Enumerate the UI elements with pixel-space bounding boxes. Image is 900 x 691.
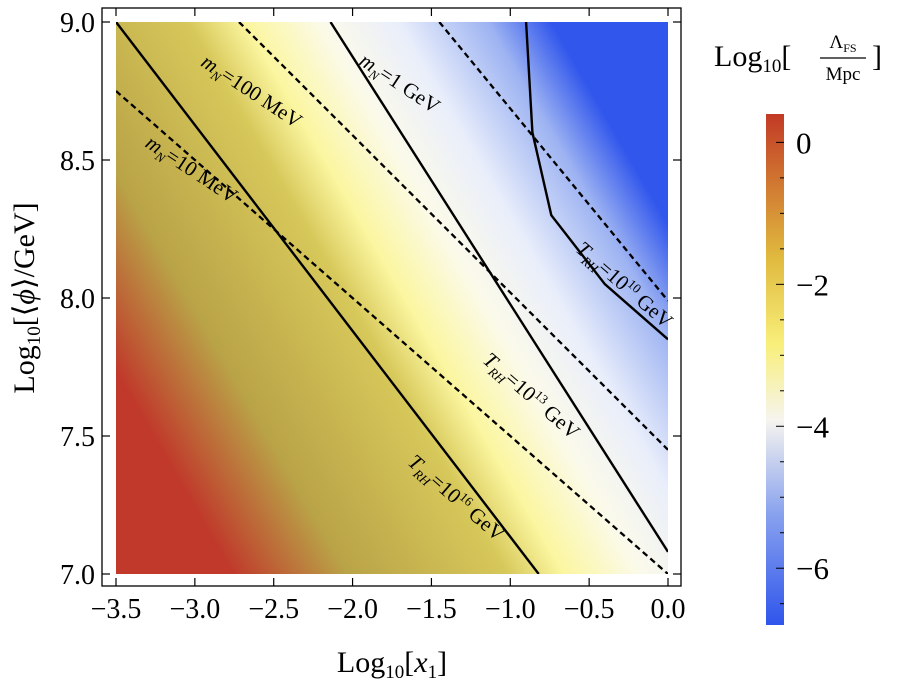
x-tick-label: −1.5 <box>406 594 457 625</box>
x-tick-label: −3.5 <box>91 594 142 625</box>
dashed-contour-1 <box>116 90 668 574</box>
colorbar-gradient <box>766 114 784 625</box>
y-tick-label: 8.0 <box>60 284 95 315</box>
dashed-contour-2 <box>238 22 668 451</box>
heatmap-field <box>116 22 668 574</box>
y-axis-label: Log10[⟨ϕ⟩/GeV] <box>8 202 45 393</box>
y-axis-ticks: 7.0 7.5 8.0 8.5 9.0 <box>60 8 681 591</box>
colorbar-title-numerator: ΛFS <box>829 32 856 55</box>
solid-contour-1 <box>116 22 540 574</box>
colorbar-tick-label: 0 <box>796 125 812 160</box>
colorbar-title-close: ] <box>872 40 882 73</box>
colorbar-tick-label: −2 <box>796 267 829 302</box>
x-axis-ticks: −3.5 −3.0 −2.5 −2.0 −1.5 −1.0 −0.5 0.0 <box>91 8 686 625</box>
x-axis-label: Log10[x1] <box>337 646 447 683</box>
colorbar-tick-label: −4 <box>796 409 829 444</box>
contour-layer <box>116 22 668 574</box>
x-tick-label: −2.5 <box>248 594 299 625</box>
colorbar-ticks: 0 −2 −4 −6 <box>776 125 829 605</box>
colorbar: 0 −2 −4 −6 Log10[ ΛFS Mpc] <box>714 32 882 625</box>
x-tick-label: 0.0 <box>651 594 686 625</box>
solid-contour-2 <box>329 22 668 553</box>
x-tick-label: −1.0 <box>485 594 536 625</box>
y-tick-label: 8.5 <box>60 146 95 177</box>
x-tick-label: −0.5 <box>564 594 615 625</box>
colorbar-title: Log10[ ΛFS Mpc] <box>714 32 882 85</box>
x-tick-label: −2.0 <box>327 594 378 625</box>
y-tick-label: 7.5 <box>60 422 95 453</box>
y-tick-label: 9.0 <box>60 8 95 39</box>
colorbar-tick-label: −6 <box>796 551 829 586</box>
x-tick-label: −3.0 <box>169 594 220 625</box>
solid-contour-3 <box>524 22 668 341</box>
colorbar-title-denominator: Mpc <box>826 64 861 85</box>
colorbar-title-prefix: Log10[ <box>714 40 791 77</box>
dashed-contour-3 <box>438 22 668 302</box>
plot-frame <box>101 7 682 587</box>
y-tick-label: 7.0 <box>60 560 95 591</box>
